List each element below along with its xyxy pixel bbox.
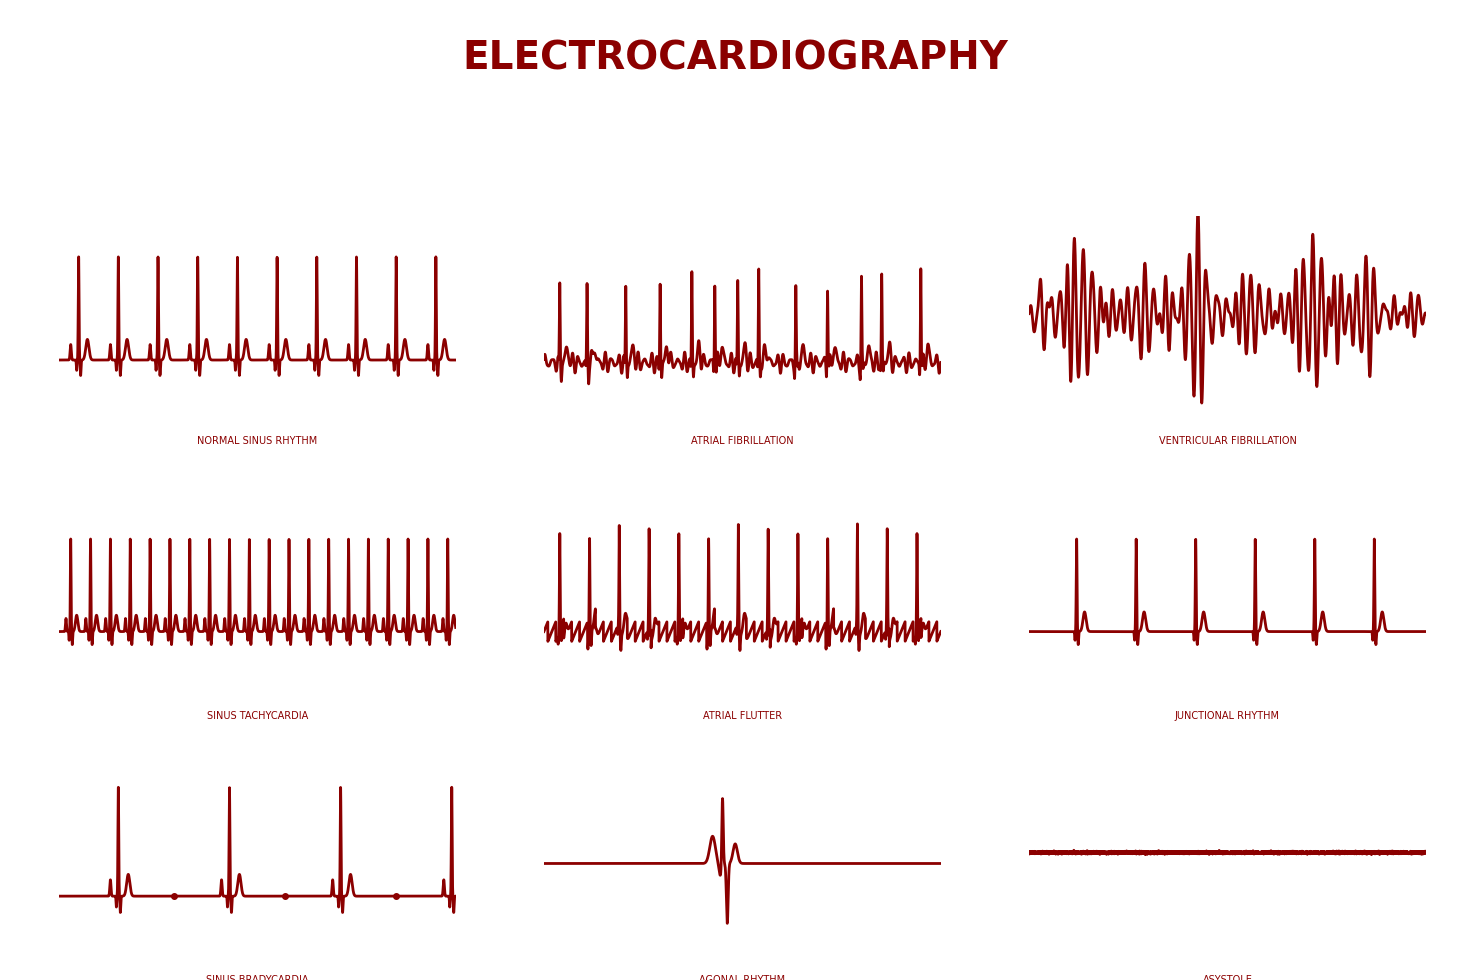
Text: JUNCTIONAL RHYTHM: JUNCTIONAL RHYTHM bbox=[1175, 710, 1280, 720]
Text: ATRIAL FLUTTER: ATRIAL FLUTTER bbox=[703, 710, 782, 720]
Text: VENTRICULAR FIBRILLATION: VENTRICULAR FIBRILLATION bbox=[1158, 436, 1297, 446]
Text: SINUS TACHYCARDIA: SINUS TACHYCARDIA bbox=[207, 710, 307, 720]
Text: SINUS BRADYCARDIA: SINUS BRADYCARDIA bbox=[206, 975, 309, 980]
Text: NORMAL SINUS RHYTHM: NORMAL SINUS RHYTHM bbox=[197, 436, 318, 446]
Text: ELECTROCARDIOGRAPHY: ELECTROCARDIOGRAPHY bbox=[462, 39, 1008, 77]
Text: AGONAL RHYTHM: AGONAL RHYTHM bbox=[700, 975, 785, 980]
Text: ASYSTOLE: ASYSTOLE bbox=[1202, 975, 1252, 980]
Text: ATRIAL FIBRILLATION: ATRIAL FIBRILLATION bbox=[691, 436, 794, 446]
